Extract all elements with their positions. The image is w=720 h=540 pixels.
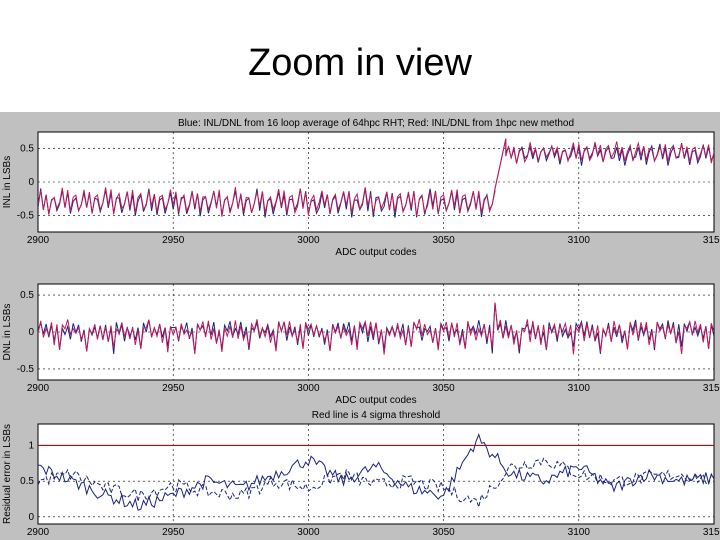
- y-tick-label: 0.5: [20, 290, 34, 301]
- x-tick-label: 3000: [297, 527, 320, 538]
- x-tick-label: 2900: [27, 527, 50, 538]
- series-group: [38, 433, 714, 511]
- y-tick-label: -0.5: [17, 364, 35, 375]
- plot-area: [37, 423, 715, 525]
- x-tick-label: 3100: [568, 383, 591, 394]
- y-tick-label: 0.5: [20, 476, 34, 487]
- x-tick-label: 3050: [432, 235, 455, 246]
- x-tick-label: 3100: [568, 235, 591, 246]
- y-tick-label: 1: [28, 440, 34, 451]
- y-tick-label: 0: [28, 327, 34, 338]
- x-tick-label: 3100: [568, 527, 591, 538]
- inl-series-red: [38, 138, 714, 217]
- series-group: [38, 138, 714, 218]
- slide-title: Zoom in view: [248, 42, 472, 84]
- y-tick-label: 0: [28, 177, 34, 188]
- x-tick-label: 3050: [432, 527, 455, 538]
- y-tick-label: 0.5: [20, 144, 34, 155]
- residual-series-1: [38, 433, 714, 511]
- x-tick-label: 3050: [432, 383, 455, 394]
- x-tick-label: 2950: [162, 383, 185, 394]
- residual-series-2: [38, 457, 714, 509]
- x-tick-label: 2950: [162, 527, 185, 538]
- chart-title: Blue: INL/DNL from 16 loop average of 64…: [178, 118, 574, 129]
- inl-series-blue: [38, 138, 714, 218]
- series-group: [38, 302, 714, 355]
- x-tick-label: 2950: [162, 235, 185, 246]
- y-axis-label: DNL in LSBs: [2, 304, 13, 361]
- x-tick-label: 2900: [27, 235, 50, 246]
- x-axis-label: ADC output codes: [335, 395, 416, 406]
- y-axis-label: INL in LSBs: [2, 156, 13, 208]
- y-axis-label: Residual error in LSBs: [2, 424, 13, 524]
- x-tick-label: 3000: [297, 235, 320, 246]
- dnl-series-red: [38, 302, 714, 355]
- y-tick-label: 0: [28, 512, 34, 523]
- chart-title: Red line is 4 sigma threshold: [312, 410, 440, 421]
- x-axis-label: ADC output codes: [335, 247, 416, 258]
- x-tick-label: 2900: [27, 383, 50, 394]
- x-tick-label: 3000: [297, 383, 320, 394]
- y-tick-label: -0.5: [17, 210, 35, 221]
